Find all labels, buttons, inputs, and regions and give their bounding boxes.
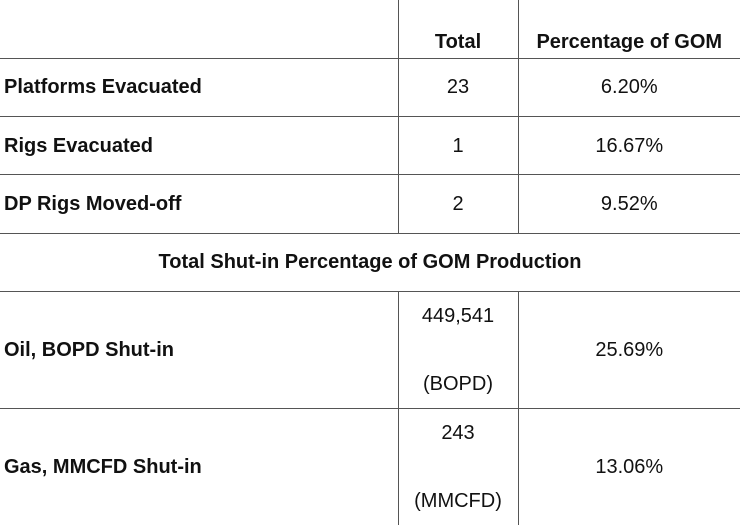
production-label: Oil, BOPD Shut-in bbox=[0, 291, 399, 409]
production-label: Gas, MMCFD Shut-in bbox=[0, 407, 399, 525]
row-percent: 6.20% bbox=[517, 57, 740, 118]
row-total: 2 bbox=[397, 174, 519, 234]
row-percent: 9.52% bbox=[517, 174, 740, 234]
table-row: Platforms Evacuated 23 6.20% bbox=[0, 57, 740, 118]
production-percent: 25.69% bbox=[517, 291, 740, 409]
row-total: 23 bbox=[397, 57, 519, 118]
production-value: 449,541 bbox=[421, 304, 495, 327]
section-title: Total Shut-in Percentage of GOM Producti… bbox=[0, 232, 740, 293]
table-header-row: Total Percentage of GOM bbox=[0, 0, 740, 59]
section-header-row: Total Shut-in Percentage of GOM Producti… bbox=[0, 232, 740, 293]
production-value: 243 bbox=[441, 421, 475, 444]
table-row: DP Rigs Moved-off 2 9.52% bbox=[0, 174, 740, 234]
row-total: 1 bbox=[397, 116, 519, 176]
header-empty-cell bbox=[0, 0, 399, 59]
production-total-cell: 449,541 (BOPD) bbox=[397, 291, 519, 409]
row-label: Platforms Evacuated bbox=[0, 57, 399, 118]
table-row: Rigs Evacuated 1 16.67% bbox=[0, 116, 740, 176]
row-label: DP Rigs Moved-off bbox=[0, 174, 399, 234]
row-label: Rigs Evacuated bbox=[0, 116, 399, 176]
production-unit: (BOPD) bbox=[423, 372, 493, 395]
production-unit: (MMCFD) bbox=[414, 489, 502, 512]
production-percent: 13.06% bbox=[517, 407, 740, 525]
production-total-cell: 243 (MMCFD) bbox=[397, 407, 519, 525]
table-row: Gas, MMCFD Shut-in 243 (MMCFD) 13.06% bbox=[0, 407, 740, 525]
table-row: Oil, BOPD Shut-in 449,541 (BOPD) 25.69% bbox=[0, 291, 740, 409]
header-percentage-of-gom: Percentage of GOM bbox=[517, 0, 740, 59]
header-total: Total bbox=[397, 0, 519, 59]
row-percent: 16.67% bbox=[517, 116, 740, 176]
